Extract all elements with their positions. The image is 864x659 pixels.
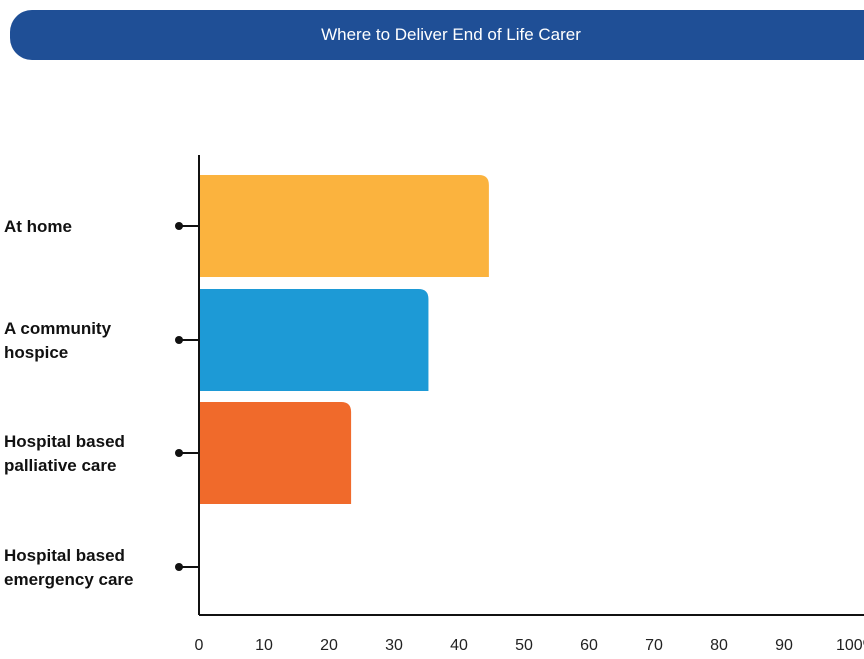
x-tick-label: 60 [580, 637, 598, 654]
category-label: Hospital based [4, 432, 125, 451]
category-label: palliative care [4, 456, 116, 475]
x-tick-label: 10 [255, 637, 273, 654]
x-tick-label: 30 [385, 637, 403, 654]
chart-title-banner: Where to Deliver End of Life Carer [10, 10, 864, 60]
x-tick-label: 90 [775, 637, 793, 654]
x-tick-label: 0 [195, 637, 204, 654]
x-tick-label: 50 [515, 637, 533, 654]
bar [199, 402, 352, 504]
chart-title: Where to Deliver End of Life Carer [321, 25, 581, 44]
category-marker-dot [175, 563, 183, 571]
x-tick-label: 100% [836, 637, 864, 654]
x-tick-label: 40 [450, 637, 468, 654]
category-label: At home [4, 217, 72, 236]
x-tick-label: 70 [645, 637, 663, 654]
x-tick-label: 20 [320, 637, 338, 654]
bar [199, 175, 489, 277]
category-label: hospice [4, 343, 68, 362]
category-label: A community [4, 319, 112, 338]
category-marker-dot [175, 336, 183, 344]
category-marker-dot [175, 449, 183, 457]
category-label: emergency care [4, 570, 133, 589]
x-tick-label: 80 [710, 637, 728, 654]
category-marker-dot [175, 222, 183, 230]
category-label: Hospital based [4, 546, 125, 565]
bar [199, 289, 429, 391]
